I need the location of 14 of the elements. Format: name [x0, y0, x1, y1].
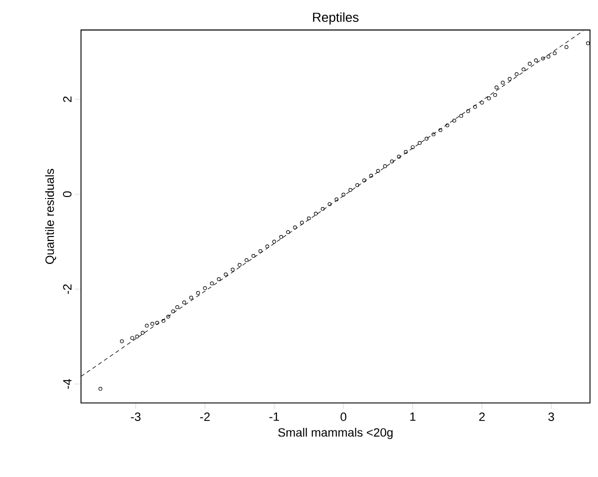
y-tick-label: 0 — [62, 191, 72, 198]
y-tick-label: -2 — [63, 284, 72, 294]
x-tick-label: 1 — [410, 412, 416, 421]
chart-title: Reptiles — [313, 12, 359, 24]
x-tick-label: 0 — [340, 412, 346, 422]
x-axis-title: Small mammals <20g — [278, 428, 393, 440]
y-tick-label: -4 — [63, 379, 72, 389]
y-axis-title: Quantile residuals — [45, 168, 56, 264]
x-tick-label: 3 — [548, 412, 554, 422]
x-tick-label: -2 — [200, 412, 210, 421]
x-tick-label: 2 — [479, 412, 485, 421]
x-tick-label: -1 — [269, 412, 279, 421]
x-tick-label: -3 — [130, 412, 141, 422]
y-tick-label: 2 — [63, 96, 72, 102]
